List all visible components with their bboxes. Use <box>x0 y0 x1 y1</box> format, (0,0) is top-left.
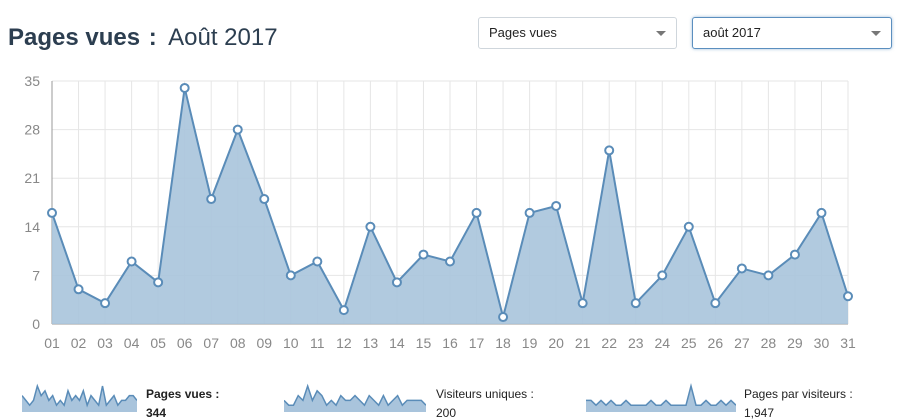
y-tick-label: 7 <box>32 267 40 283</box>
x-tick-label: 28 <box>761 335 777 351</box>
y-tick-label: 14 <box>24 219 40 235</box>
x-tick-label: 09 <box>256 335 272 351</box>
x-tick-label: 16 <box>442 335 458 351</box>
x-tick-label: 12 <box>336 335 352 351</box>
x-tick-label: 26 <box>708 335 724 351</box>
metric-select-value: Pages vues <box>489 25 557 40</box>
data-point <box>789 249 800 260</box>
data-point <box>100 298 111 309</box>
data-point <box>232 124 243 135</box>
data-point <box>338 305 349 316</box>
chevron-down-icon <box>871 31 881 36</box>
x-tick-label: 17 <box>469 335 485 351</box>
y-tick-label: 35 <box>24 73 40 89</box>
title-metric: Pages vues <box>8 24 141 51</box>
sparkline-line <box>22 383 137 408</box>
x-tick-label: 20 <box>548 335 564 351</box>
x-tick-label: 24 <box>654 335 670 351</box>
data-point <box>418 249 429 260</box>
month-select-value: août 2017 <box>703 25 761 40</box>
x-tick-label: 21 <box>575 335 591 351</box>
x-tick-label: 04 <box>124 335 140 351</box>
summary-label-pageviews: Pages vues : <box>146 387 220 401</box>
sparkline-line <box>586 383 736 407</box>
data-point <box>763 270 774 281</box>
visitors-sparkline <box>284 383 426 412</box>
summary-label-visitors: Visiteurs uniques : <box>436 387 534 401</box>
chevron-down-icon <box>656 31 666 36</box>
summary-value-pageviews: 344 <box>146 406 167 420</box>
data-point <box>73 284 84 295</box>
x-tick-label: 22 <box>601 335 617 351</box>
data-point <box>179 82 190 93</box>
x-tick-label: 13 <box>363 335 379 351</box>
data-point <box>604 145 615 156</box>
data-point <box>498 312 509 323</box>
x-tick-label: 15 <box>416 335 432 351</box>
data-point <box>445 256 455 267</box>
data-point <box>657 270 668 281</box>
data-point <box>577 298 588 309</box>
pageviews-sparkline <box>22 383 137 412</box>
sparkline-area <box>22 386 137 412</box>
x-tick-label: 31 <box>840 335 856 351</box>
data-point <box>471 207 482 218</box>
x-tick-label: 11 <box>310 335 325 351</box>
data-point <box>736 263 747 274</box>
data-point <box>683 221 694 232</box>
x-tick-label: 06 <box>177 335 193 351</box>
data-point <box>710 298 721 309</box>
month-select[interactable]: août 2017 <box>692 17 892 49</box>
x-tick-label: 23 <box>628 335 644 351</box>
data-point <box>365 221 376 232</box>
y-tick-label: 21 <box>24 170 40 186</box>
sparkline-area <box>586 386 736 412</box>
data-point <box>312 256 323 267</box>
data-point <box>391 277 402 288</box>
x-tick-label: 02 <box>71 335 87 351</box>
x-tick-label: 10 <box>283 335 299 351</box>
x-tick-label: 07 <box>203 335 219 351</box>
x-tick-label: 30 <box>814 335 830 351</box>
series-area <box>52 87 848 324</box>
sparkline-line <box>284 383 426 407</box>
data-point <box>816 207 827 218</box>
x-tick-label: 18 <box>495 335 511 351</box>
metric-select[interactable]: Pages vues <box>478 17 677 49</box>
data-point <box>259 194 270 205</box>
x-tick-label: 29 <box>787 335 803 351</box>
data-point <box>285 270 296 281</box>
x-tick-label: 05 <box>150 335 166 351</box>
x-tick-label: 27 <box>734 335 750 351</box>
data-point <box>551 200 562 211</box>
page-title: Pages vues : Août 2017 <box>8 24 278 52</box>
data-point <box>630 298 641 309</box>
x-tick-label: 03 <box>97 335 113 351</box>
y-tick-label: 0 <box>32 316 40 332</box>
x-tick-label: 01 <box>44 335 60 351</box>
title-period: Août 2017 <box>168 24 278 51</box>
data-point <box>153 277 164 288</box>
data-point <box>206 194 217 205</box>
data-point <box>843 291 853 302</box>
summary-value-pages-per-visitor: 1,947 <box>744 406 775 420</box>
data-point <box>126 256 137 267</box>
x-tick-label: 25 <box>681 335 697 351</box>
x-tick-label: 08 <box>230 335 246 351</box>
summary-label-pages-per-visitor: Pages par visiteurs : <box>744 387 853 401</box>
sparkline-area <box>284 386 426 412</box>
y-tick-label: 28 <box>24 122 40 138</box>
summary-value-visitors: 200 <box>436 406 457 420</box>
data-point <box>47 207 57 218</box>
x-tick-label: 19 <box>522 335 538 351</box>
pages-per-visitor-sparkline <box>586 383 736 412</box>
x-tick-label: 14 <box>389 335 405 351</box>
title-separator: : <box>148 24 157 51</box>
data-point <box>524 207 535 218</box>
